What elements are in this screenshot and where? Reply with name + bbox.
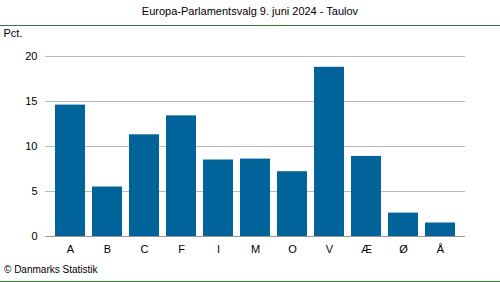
svg-text:Å: Å [437,243,445,255]
svg-text:M: M [251,243,260,255]
html-text:Europa-Parlamentsvalg 9. juni: Europa-Parlamentsvalg 9. juni 2024 - Tau… [141,5,359,17]
svg-text:0: 0 [31,230,37,242]
html-text:© Danmarks Statistik: © Danmarks Statistik [4,264,98,275]
svg-text:Æ: Æ [361,243,372,255]
svg-text:Pct.: Pct. [4,27,23,39]
svg-text:O: O [288,243,297,255]
svg-text:F: F [178,243,185,255]
svg-text:V: V [326,243,334,255]
svg-text:I: I [217,243,220,255]
svg-text:20: 20 [25,50,37,62]
svg-text:5: 5 [31,185,37,197]
svg-text:A: A [67,243,75,255]
svg-text:C: C [141,243,149,255]
svg-text:Ø: Ø [399,243,408,255]
svg-text:10: 10 [25,140,37,152]
svg-text:B: B [104,243,111,255]
svg-text:15: 15 [25,95,37,107]
